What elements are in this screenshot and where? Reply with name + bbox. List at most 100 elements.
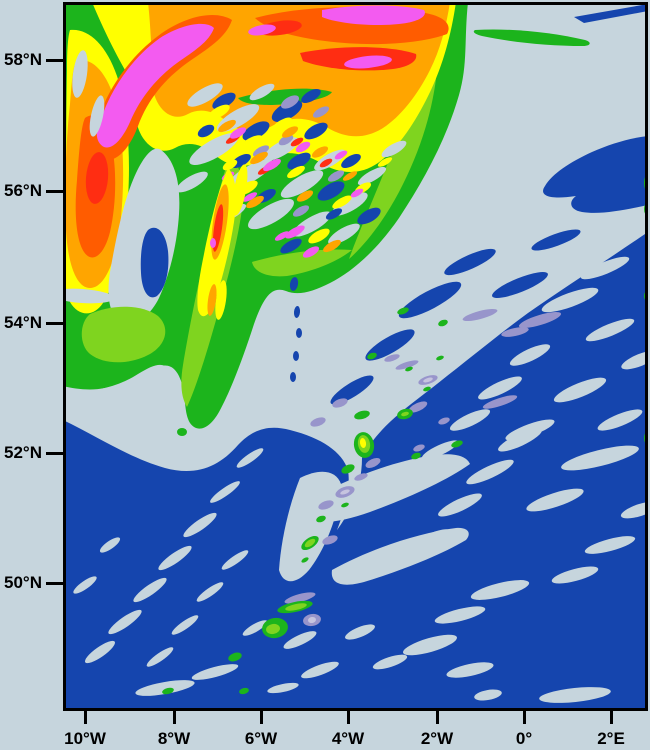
se-hole-9: [526, 488, 584, 512]
se-hole-27: [478, 376, 522, 400]
mid-streak-5: [444, 248, 496, 276]
cell-blue-11: [357, 207, 381, 225]
se-hole-19: [372, 654, 408, 670]
lav-1: [310, 417, 326, 427]
cell-yellow-11: [347, 140, 365, 152]
lav-15: [384, 354, 400, 362]
magenta-top-blob: [248, 24, 276, 36]
x-tick-mark: [610, 711, 613, 724]
se-hole-11: [584, 536, 636, 554]
contour-layers: [63, 2, 648, 711]
sw-lens-10: [221, 550, 249, 570]
plot-frame: [63, 2, 648, 711]
cell-blue-3: [271, 100, 303, 122]
band-east-speck-2: [293, 306, 301, 318]
magenta-arc: [96, 23, 214, 148]
se-hole-22: [438, 493, 482, 517]
cell-yellow-8: [308, 228, 330, 244]
sw-lens-9: [99, 537, 121, 553]
band-orange-2: [207, 284, 217, 316]
lav-6: [413, 444, 425, 452]
cell-gray-9: [248, 198, 294, 230]
sw-lens-2: [210, 481, 240, 503]
x-tick-mark: [436, 711, 439, 724]
speck-green-8: [438, 319, 448, 327]
speck-green-10: [405, 366, 413, 372]
cell-yellow-12: [377, 157, 393, 167]
se-hole-17: [539, 687, 611, 703]
cell-magenta-1: [229, 127, 247, 139]
cell-magenta-10: [302, 246, 320, 258]
cell-magenta-4: [242, 192, 258, 202]
band-yellow-3: [215, 280, 227, 320]
se-hole-20: [345, 624, 375, 640]
lav-7: [318, 500, 334, 510]
cell-gray-15: [328, 223, 360, 245]
cell-red-3: [290, 137, 304, 147]
sw-lens-13: [146, 647, 174, 667]
se-hole-26: [449, 409, 491, 431]
se-hole-3: [585, 318, 635, 342]
west-blue-blob: [140, 227, 169, 298]
se-hole-1: [580, 256, 630, 280]
cell-yellow-6: [287, 165, 305, 179]
speck-green-9: [367, 352, 377, 360]
ne-diag-band: [543, 136, 648, 213]
cell-blue-7: [317, 181, 345, 201]
se-hole-23: [466, 459, 514, 485]
se-hole-21: [409, 529, 451, 551]
speck-green-5: [411, 452, 421, 460]
speck-green-7: [397, 307, 409, 315]
mid-streak-2: [365, 329, 415, 361]
band-magenta-dot: [210, 238, 216, 248]
se-hole-25: [421, 440, 459, 460]
x-tick-mark: [523, 711, 526, 724]
cell-orange-6: [296, 190, 314, 202]
bottom-blob-lgreen: [266, 623, 280, 635]
band-tip-dot: [177, 428, 187, 436]
x-tick-label: 4°W: [331, 729, 365, 748]
sw-lens-1: [236, 448, 264, 468]
sw-lens-19: [301, 661, 339, 679]
y-tick-mark: [46, 190, 63, 193]
x-tick-mark: [84, 711, 87, 724]
cell-magenta-8: [350, 188, 364, 198]
lav-16: [518, 311, 562, 329]
lav-13: [395, 360, 419, 370]
lav-17: [482, 395, 518, 409]
sw-lens-18: [283, 631, 317, 649]
cell-yellow-7: [332, 195, 352, 209]
cell-gray-16: [249, 83, 275, 101]
speck-green-15: [239, 687, 249, 695]
y-tick-label: 52°N: [4, 443, 42, 462]
lav-5: [365, 458, 381, 468]
lav-pale-3: [308, 616, 316, 624]
band-east-speck-3: [296, 328, 302, 338]
cell-lavender-5: [292, 205, 310, 217]
speck-green-13: [228, 652, 242, 662]
se-hole-14: [434, 606, 486, 624]
gap-below-blob: [63, 364, 172, 426]
cell-lavender-6: [278, 134, 294, 146]
x-tick-mark: [260, 711, 263, 724]
x-tick-label: 8°W: [157, 729, 191, 748]
y-tick-label: 50°N: [4, 573, 42, 592]
mid-streak-6: [531, 229, 581, 251]
sw-lens-12: [171, 615, 199, 635]
se-hole-13: [470, 580, 530, 600]
x-tick-mark: [347, 711, 350, 724]
cell-gray-13: [381, 140, 407, 158]
cell-orange-7: [342, 171, 358, 181]
cell-yellow-10: [222, 159, 238, 171]
y-tick-mark: [46, 582, 63, 585]
cell-blue-1: [212, 92, 236, 110]
speck-green-18: [301, 557, 309, 563]
lav-12: [501, 327, 529, 337]
sw-lens-6: [108, 609, 142, 635]
bottom-streak-lgreen: [285, 603, 307, 611]
speck-green-4: [316, 515, 326, 523]
magenta-top-streak: [322, 5, 425, 26]
cell-magenta-9: [274, 231, 290, 241]
